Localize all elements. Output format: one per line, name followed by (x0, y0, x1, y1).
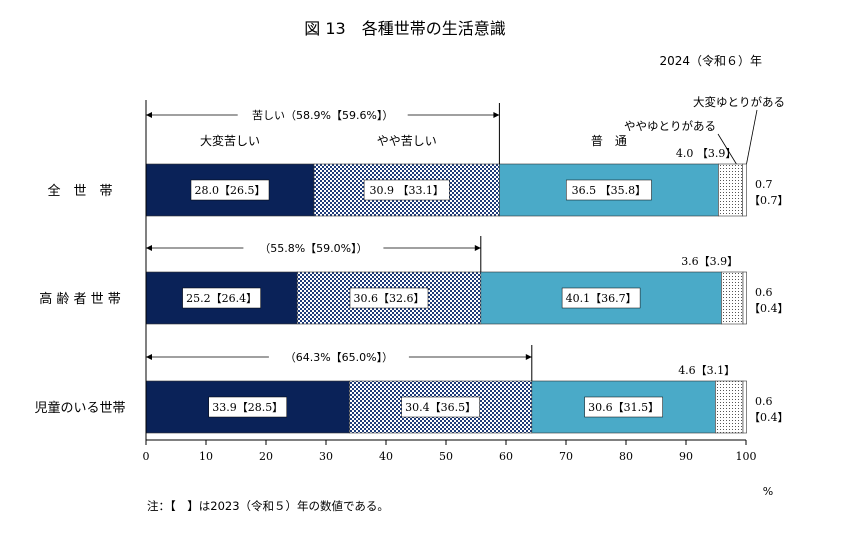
data-label-box (349, 287, 429, 309)
data-label: 30.6【32.6】 (354, 292, 425, 305)
hardship-arrow-head-right (474, 245, 481, 251)
x-tick-label: 60 (499, 450, 513, 463)
hardship-total-label: （64.3%【65.0%】） (285, 351, 393, 364)
x-tick-label: 80 (619, 450, 633, 463)
hardship-arrow-head-left (146, 245, 152, 251)
hardship-label-bg (243, 240, 384, 256)
hardship-label-bg (268, 349, 409, 365)
data-label: 30.6【31.5】 (588, 401, 659, 414)
x-tick-label: 90 (679, 450, 693, 463)
x-tick-label: 70 (559, 450, 573, 463)
data-label: 33.9【28.5】 (212, 401, 283, 414)
chart-title: 図 13 各種世帯の生活意識 (304, 19, 505, 38)
hardship-total-label: 苦しい（58.9%【59.6%】） (252, 109, 393, 122)
x-tick-label: 0 (143, 450, 150, 463)
bars-layer: 全 世 帯 28.0【26.5】 30.9 【33.1】 36.5 【35.8】 4.0… (34, 103, 789, 434)
hardship-arrow-head-right (493, 112, 500, 118)
data-label-box (208, 396, 287, 418)
hardship-arrow-head-right (525, 354, 532, 360)
data-label: 25.2【26.4】 (186, 292, 257, 305)
x-tick-label: 20 (259, 450, 273, 463)
hardship-arrow-head-left (146, 112, 152, 118)
x-tick-label: 50 (439, 450, 453, 463)
legend-leader-line (717, 133, 737, 165)
data-label-box (363, 179, 450, 201)
data-label: 36.5 【35.8】 (572, 184, 646, 197)
x-axis: 0 10 20 30 40 50 60 70 80 90 100 (143, 100, 757, 463)
category-label: 児童のいる世帯 (34, 400, 125, 416)
x-tick-label: 10 (199, 450, 213, 463)
data-label-box (401, 396, 480, 418)
bar-segment (742, 163, 747, 217)
legend-label: 大変ゆとりがある (693, 95, 785, 109)
data-label-box (561, 287, 641, 309)
data-label-small: 3.6【3.9】 (681, 255, 738, 268)
bar-segment (742, 271, 747, 325)
data-label: 30.4【36.5】 (405, 401, 476, 414)
chart-subtitle: 2024（令和６）年 (659, 53, 762, 68)
x-unit-label: % (763, 485, 773, 498)
data-label: 40.1【36.7】 (566, 292, 637, 305)
data-label-small: 【0.4】 (749, 302, 789, 315)
data-label: 28.0【26.5】 (195, 184, 266, 197)
data-label-small: 4.6【3.1】 (678, 364, 735, 377)
hardship-total-label: （55.8%【59.0%】） (259, 242, 367, 255)
data-label-small: 【0.7】 (749, 194, 789, 207)
category-label: 高 齢 者 世 帯 (39, 291, 121, 307)
bar-segment (715, 380, 744, 434)
hardship-arrow-head-left (146, 354, 152, 360)
bar-segment (721, 271, 744, 325)
data-label-small: 0.7 (755, 178, 773, 191)
data-label-box (584, 396, 663, 418)
bar-segment (742, 380, 747, 434)
data-label-box (190, 179, 270, 201)
x-tick-label: 30 (319, 450, 333, 463)
legend-label: 大変苦しい (200, 133, 260, 148)
bar-segment (718, 163, 743, 217)
data-label-box (182, 287, 261, 309)
data-label-small: 0.6 (755, 286, 773, 299)
x-tick-label: 40 (379, 450, 393, 463)
data-label-small: 0.6 (755, 395, 773, 408)
hardship-label-bg (237, 107, 408, 123)
data-label-small: 【0.4】 (749, 411, 789, 424)
data-label-box (566, 179, 652, 201)
legend-label: 普 通 (591, 134, 627, 148)
chart-note: 注：【 】は2023（令和５）年の数値である。 (147, 499, 389, 513)
x-tick-label: 100 (736, 450, 757, 463)
legend-label: ややゆとりがある (624, 119, 716, 133)
data-label-small: 4.0 【3.9】 (676, 147, 736, 160)
legend-label: やや苦しい (377, 134, 437, 148)
category-label: 全 世 帯 (47, 183, 112, 199)
legend-leader-line (746, 109, 758, 165)
data-label: 30.9 【33.1】 (369, 184, 443, 197)
